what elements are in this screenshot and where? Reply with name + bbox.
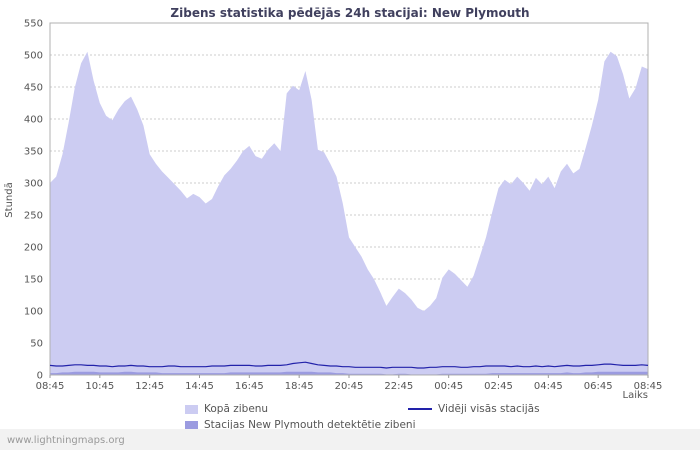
svg-text:450: 450 — [24, 83, 43, 94]
svg-text:22:45: 22:45 — [384, 381, 413, 392]
svg-text:400: 400 — [24, 115, 43, 126]
svg-text:10:45: 10:45 — [85, 381, 114, 392]
svg-text:08:45: 08:45 — [36, 381, 65, 392]
svg-text:08:45: 08:45 — [634, 381, 663, 392]
legend-swatch-average-line-icon — [408, 408, 432, 410]
svg-text:100: 100 — [24, 307, 43, 318]
svg-text:04:45: 04:45 — [534, 381, 563, 392]
svg-text:16:45: 16:45 — [235, 381, 264, 392]
svg-text:18:45: 18:45 — [285, 381, 314, 392]
legend-swatch-station-icon — [185, 420, 198, 430]
svg-text:550: 550 — [24, 19, 43, 30]
footer-strip: www.lightningmaps.org — [0, 429, 700, 450]
legend-label-station: Stacijas New Plymouth detektētie zibeni — [204, 419, 416, 431]
svg-text:50: 50 — [30, 339, 43, 350]
svg-text:00:45: 00:45 — [434, 381, 463, 392]
svg-text:300: 300 — [24, 179, 43, 190]
legend-label-total: Kopā zibenu — [204, 403, 269, 415]
svg-text:350: 350 — [24, 147, 43, 158]
legend-label-average: Vidēji visās stacijās — [438, 403, 540, 415]
legend-swatch-total-icon — [185, 404, 198, 414]
y-axis-label: Stundā — [4, 182, 15, 217]
legend-item-station: Stacijas New Plymouth detektētie zibeni — [185, 419, 416, 431]
svg-text:500: 500 — [24, 51, 43, 62]
svg-text:200: 200 — [24, 243, 43, 254]
svg-text:20:45: 20:45 — [335, 381, 364, 392]
svg-text:06:45: 06:45 — [584, 381, 613, 392]
lightning-statistics-chart: Stundā Laiks 0 50 100 150 200 250 300 350 400 450… — [4, 19, 663, 401]
svg-text:12:45: 12:45 — [135, 381, 164, 392]
svg-text:250: 250 — [24, 211, 43, 222]
legend-item-total: Kopā zibenu — [185, 403, 268, 415]
x-axis-label: Laiks — [623, 390, 648, 400]
svg-text:0: 0 — [37, 371, 43, 382]
legend-item-average: Vidēji visās stacijās — [408, 403, 540, 415]
chart-title: Zibens statistika pēdējās 24h stacijai: … — [170, 6, 530, 20]
svg-text:150: 150 — [24, 275, 43, 286]
watermark-link[interactable]: www.lightningmaps.org — [7, 435, 125, 446]
svg-text:14:45: 14:45 — [185, 381, 214, 392]
svg-text:02:45: 02:45 — [484, 381, 513, 392]
